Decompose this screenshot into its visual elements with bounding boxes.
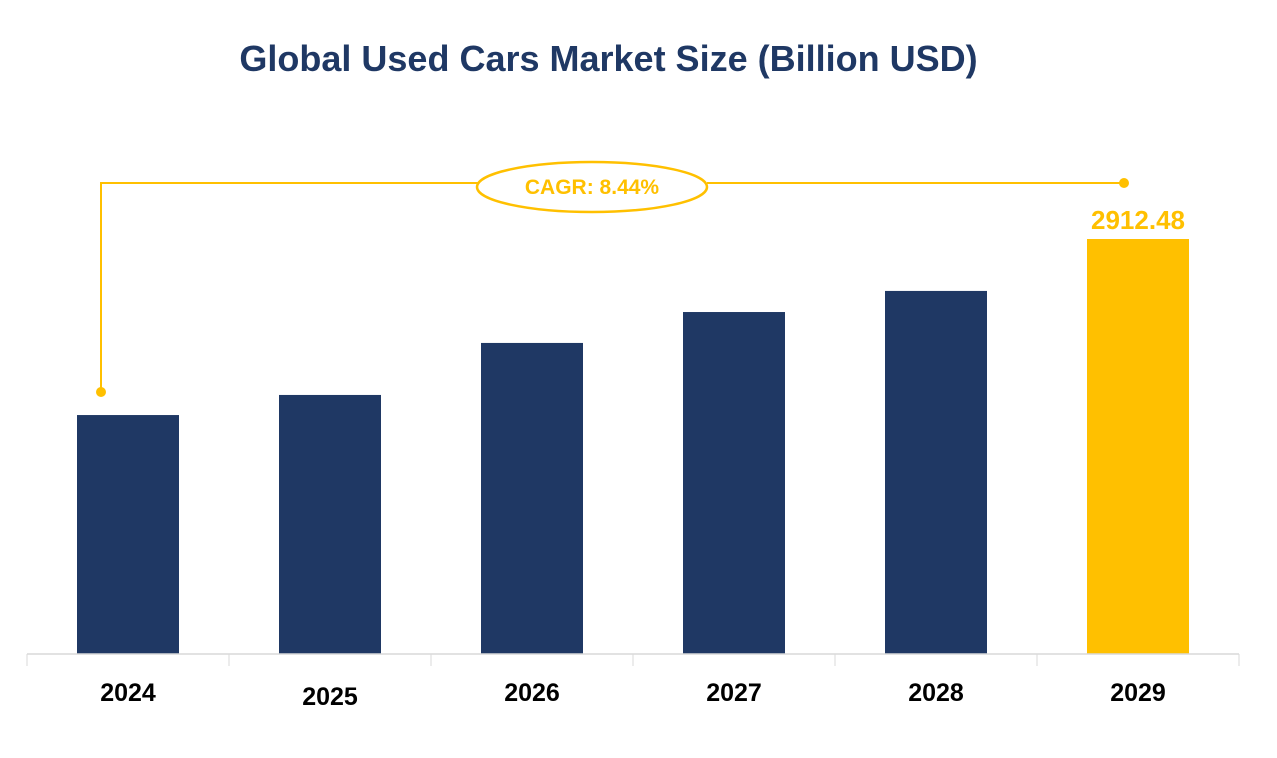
bar-2026 [481, 342, 583, 654]
x-tick-label: 2027 [706, 679, 762, 707]
chart-title: Global Used Cars Market Size (Billion US… [239, 38, 978, 79]
x-tick-label: 2026 [504, 679, 560, 707]
bar-2024 [77, 415, 179, 654]
bar-2027 [683, 312, 785, 654]
cagr-label: CAGR: 8.44% [525, 176, 660, 199]
x-tick-label: 2029 [1110, 679, 1166, 707]
x-tick-label: 2028 [908, 679, 964, 707]
data-label-2029: 2912.48 [1091, 205, 1185, 235]
cagr-start-dot [96, 387, 106, 397]
cagr-end-dot [1119, 178, 1129, 188]
cagr-annotation: CAGR: 8.44% [96, 160, 1129, 397]
cagr-ellipse [475, 160, 709, 214]
bar-2028 [885, 290, 987, 654]
x-tick-label: 2025 [302, 683, 358, 711]
cagr-connector-line [100, 182, 478, 392]
x-tick-label: 2024 [100, 679, 156, 707]
bar-2029 [1087, 239, 1189, 654]
bar-2025 [279, 394, 381, 654]
